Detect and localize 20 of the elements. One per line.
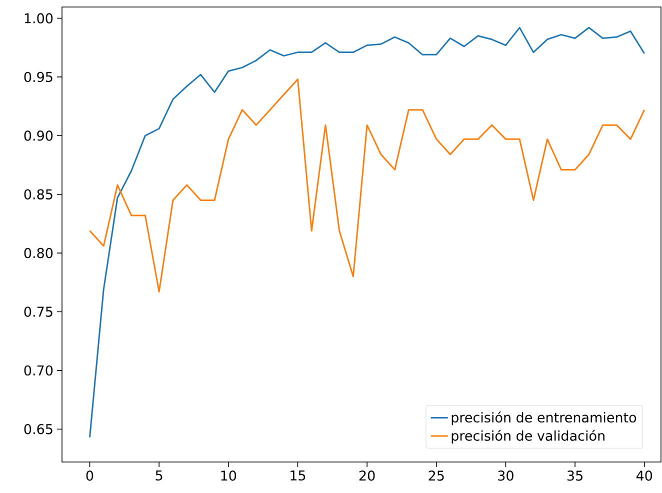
y-tick-label: 0.90 (24, 130, 53, 141)
x-tick-label: 20 (359, 470, 375, 481)
y-tick-label: 0.65 (24, 424, 52, 434)
line-series (88, 78, 646, 293)
y-tick-label: 0.80 (24, 248, 53, 258)
y-tick-label: 0.75 (24, 306, 52, 317)
legend-label: precisión de entrenamiento (452, 412, 636, 426)
x-tick-label: 30 (498, 470, 514, 481)
x-tick-label: 25 (428, 470, 444, 481)
y-tick-label: 0.70 (24, 365, 53, 376)
y-tick-label: 0.85 (24, 189, 52, 200)
x-tick-label: 15 (290, 470, 306, 481)
x-tick-label: 10 (221, 470, 236, 481)
x-tick-label: 0 (86, 470, 94, 481)
y-tick-label: 0.95 (24, 72, 52, 82)
x-tick-label: 35 (567, 470, 582, 481)
x-tick-label: 40 (636, 470, 652, 481)
legend-label: precisión de validación (452, 430, 604, 444)
y-tick-label: 1.00 (24, 13, 53, 24)
x-tick-label: 5 (156, 470, 162, 481)
